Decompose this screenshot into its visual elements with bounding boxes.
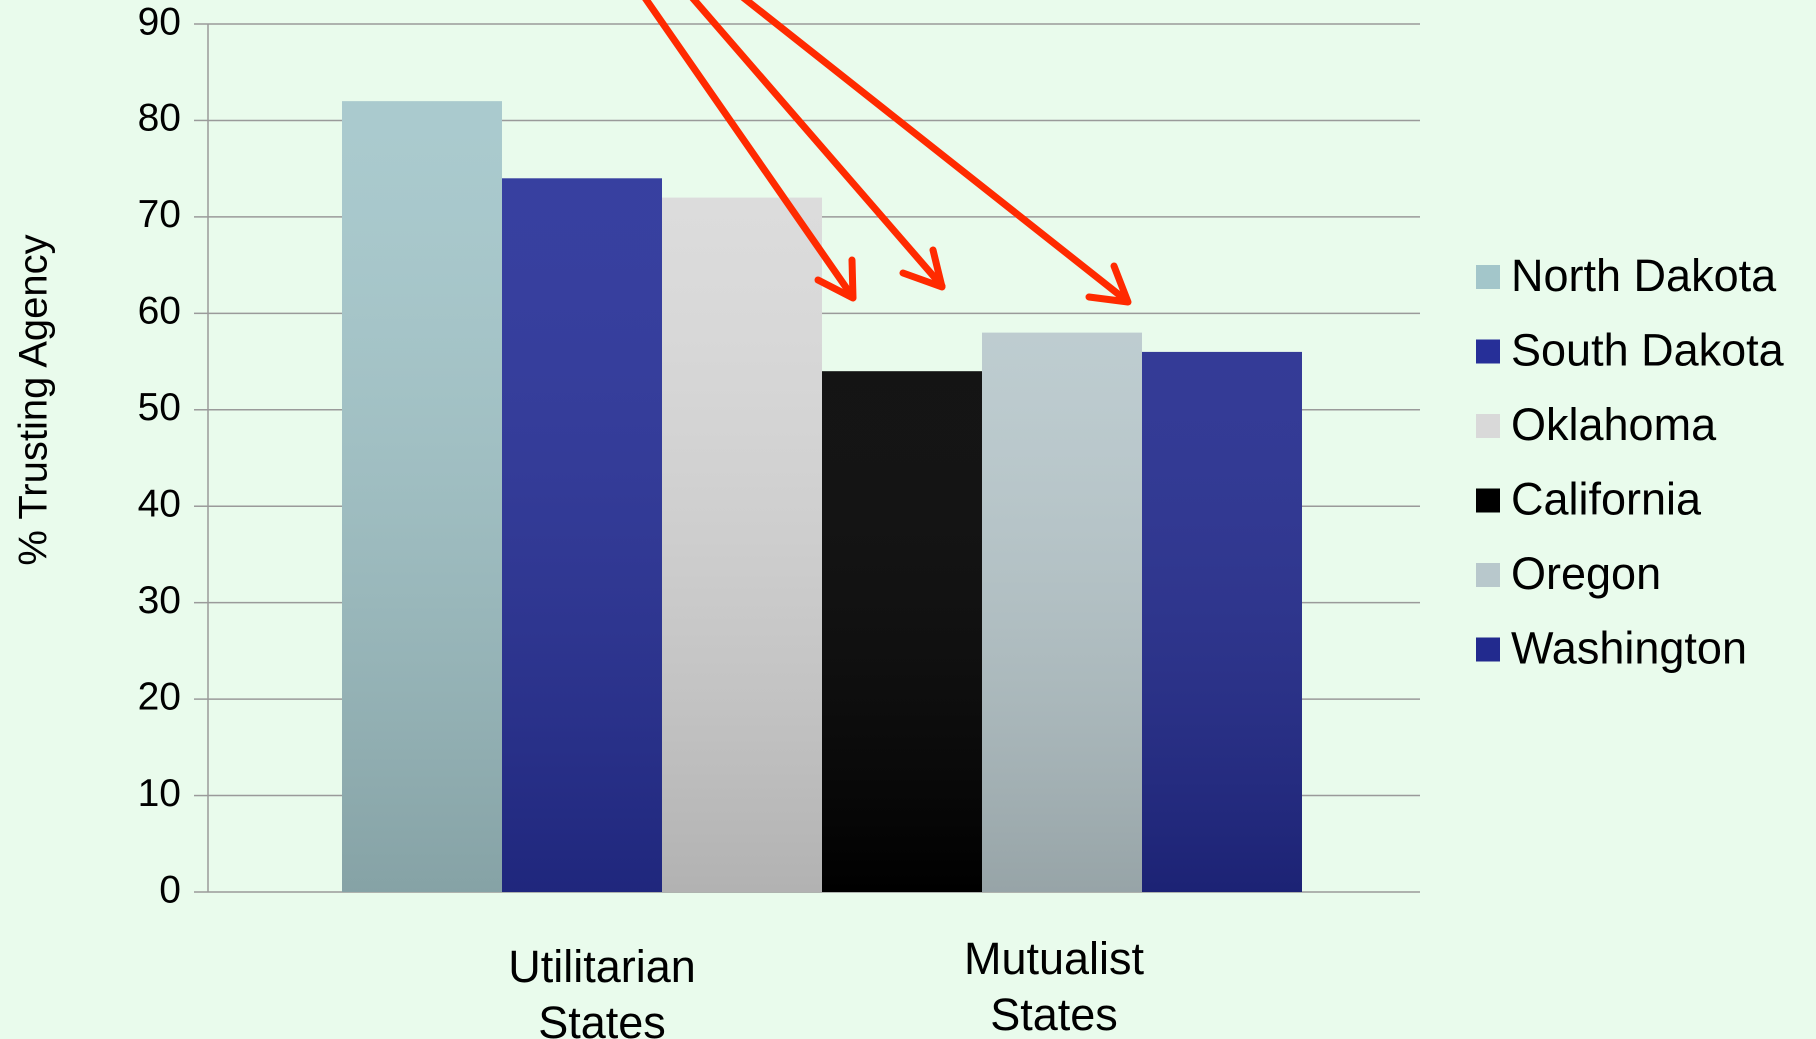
arrowhead xyxy=(1085,262,1132,306)
arrow xyxy=(740,0,1131,305)
x-tick-label: Utilitarian States xyxy=(508,941,696,1039)
arrowhead xyxy=(899,246,946,291)
legend-label: Oregon xyxy=(1511,548,1661,599)
bar-shade xyxy=(982,332,1142,893)
y-tick-label: 10 xyxy=(138,772,181,815)
y-tick-label: 90 xyxy=(138,0,181,43)
y-tick-label: 40 xyxy=(138,483,181,526)
arrowhead xyxy=(814,256,857,302)
legend-label: Washington xyxy=(1511,622,1747,673)
bar-shade xyxy=(342,101,502,892)
legend-swatch xyxy=(1476,414,1500,438)
annotation-arrows xyxy=(642,0,1132,306)
x-tick-label: Mutualist States xyxy=(963,933,1145,1039)
legend-swatch xyxy=(1476,563,1500,587)
y-tick-label: 80 xyxy=(138,97,181,140)
y-tick-label: 20 xyxy=(138,675,181,718)
y-axis-label: % Trusting Agency xyxy=(12,234,56,565)
y-tick-label: 30 xyxy=(138,579,181,622)
bar-shade xyxy=(1142,351,1302,892)
legend-label: South Dakota xyxy=(1511,324,1785,375)
legend-swatch xyxy=(1476,637,1500,662)
arrow xyxy=(642,0,856,300)
y-tick-label: 50 xyxy=(138,386,181,429)
y-tick-label: 60 xyxy=(138,290,181,333)
legend-label: California xyxy=(1511,473,1702,524)
legend-swatch xyxy=(1476,488,1500,513)
legend-swatch xyxy=(1476,265,1500,289)
legend-swatch xyxy=(1476,339,1500,364)
y-tick-label: 70 xyxy=(138,193,181,236)
legend-label: Oklahoma xyxy=(1511,399,1717,450)
bar-shade xyxy=(662,197,822,893)
y-tick-label: 0 xyxy=(159,868,181,911)
legend-label: North Dakota xyxy=(1511,250,1777,301)
bar-shade xyxy=(502,178,662,893)
bar-shade xyxy=(822,371,982,892)
arrow xyxy=(689,0,946,290)
